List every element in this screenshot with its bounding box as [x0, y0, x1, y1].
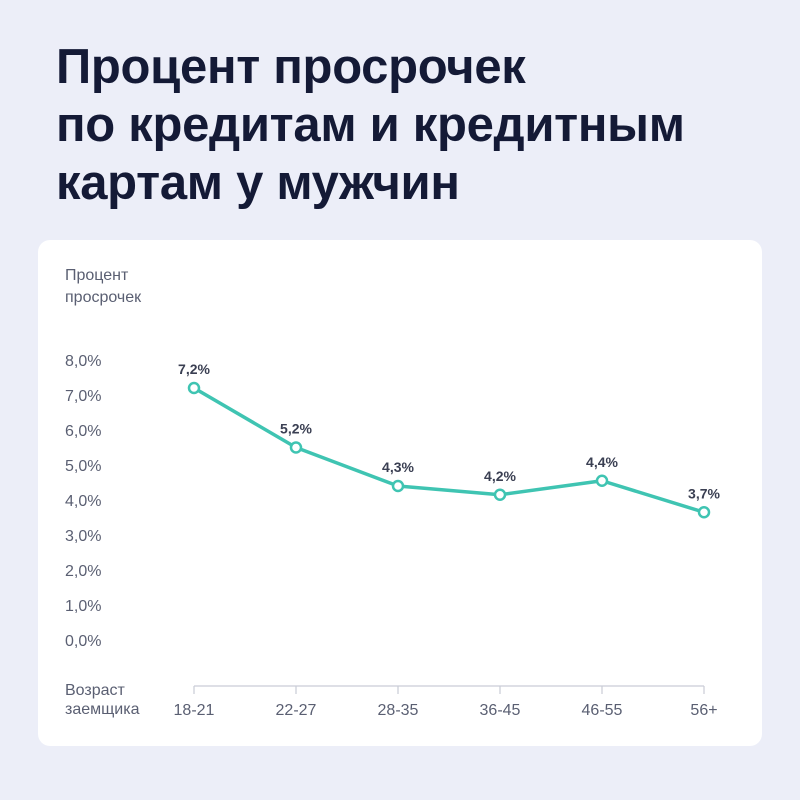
x-axis-title-line-2: заемщика	[65, 701, 140, 718]
x-tick-label: 46-55	[582, 702, 623, 719]
x-tick-label: 18-21	[174, 702, 215, 719]
y-tick-label: 8,0%	[65, 353, 101, 370]
y-axis-title-line-1: Процент	[65, 267, 129, 284]
chart-card: Процент просрочек Возраст заемщика 8,0% 7…	[38, 240, 762, 746]
y-tick-label: 1,0%	[65, 598, 101, 615]
data-label: 4,4%	[586, 454, 618, 470]
y-tick-label: 2,0%	[65, 563, 101, 580]
title-line-1: Процент просрочек	[56, 40, 526, 94]
y-tick-label: 4,0%	[65, 493, 101, 510]
data-point	[187, 381, 201, 395]
x-tick-label: 28-35	[378, 702, 419, 719]
series-line	[192, 386, 706, 514]
x-axis-title: Возраст заемщика	[65, 682, 140, 718]
y-tick-label: 7,0%	[65, 388, 101, 405]
x-axis: 18-21 22-27 28-35 36-45 46-55 56+	[174, 685, 718, 719]
x-tick-label: 36-45	[480, 702, 521, 719]
y-tick-label: 5,0%	[65, 458, 101, 475]
data-label: 5,2%	[280, 421, 312, 437]
y-tick-label: 3,0%	[65, 528, 101, 545]
title-line-3: картам у мужчин	[56, 156, 460, 210]
data-label: 7,2%	[178, 361, 210, 377]
y-tick-label: 0,0%	[65, 633, 101, 650]
data-point	[289, 441, 303, 454]
data-label: 4,2%	[484, 468, 516, 484]
line-chart: Процент просрочек Возраст заемщика 8,0% 7…	[65, 267, 721, 719]
x-tick-label: 22-27	[276, 702, 317, 719]
data-label: 4,3%	[382, 459, 414, 475]
y-axis-title: Процент просрочек	[65, 267, 142, 306]
series-group: 7,2% 5,2% 4,3% 4,2% 4,4% 3,7%	[178, 361, 721, 519]
title-line-2: по кредитам и кредитным	[56, 98, 685, 152]
x-tick-label: 56+	[690, 702, 717, 719]
y-tick-label: 6,0%	[65, 423, 101, 440]
x-axis-title-line-1: Возраст	[65, 682, 126, 699]
data-point	[391, 479, 405, 493]
data-point	[697, 506, 711, 519]
data-point	[493, 488, 507, 501]
y-axis-title-line-2: просрочек	[65, 289, 142, 306]
data-label: 3,7%	[688, 485, 720, 501]
page-title: Процент просрочек по кредитам и кредитны…	[56, 38, 776, 212]
data-point	[595, 474, 609, 487]
y-axis-ticks: 8,0% 7,0% 6,0% 5,0% 4,0% 3,0% 2,0% 1,0% 0,0%	[65, 353, 101, 650]
